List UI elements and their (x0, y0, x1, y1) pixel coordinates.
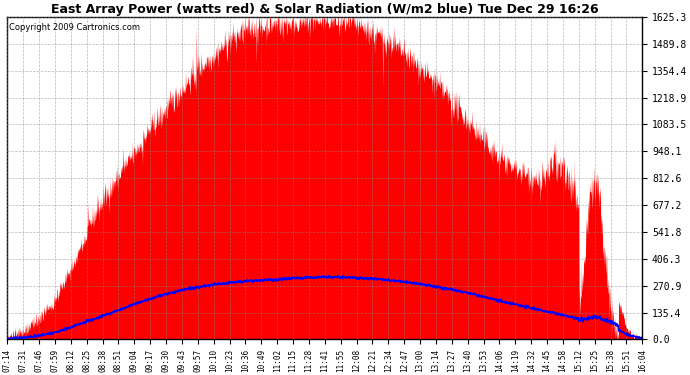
Text: Copyright 2009 Cartronics.com: Copyright 2009 Cartronics.com (8, 23, 139, 32)
Title: East Array Power (watts red) & Solar Radiation (W/m2 blue) Tue Dec 29 16:26: East Array Power (watts red) & Solar Rad… (51, 3, 599, 16)
